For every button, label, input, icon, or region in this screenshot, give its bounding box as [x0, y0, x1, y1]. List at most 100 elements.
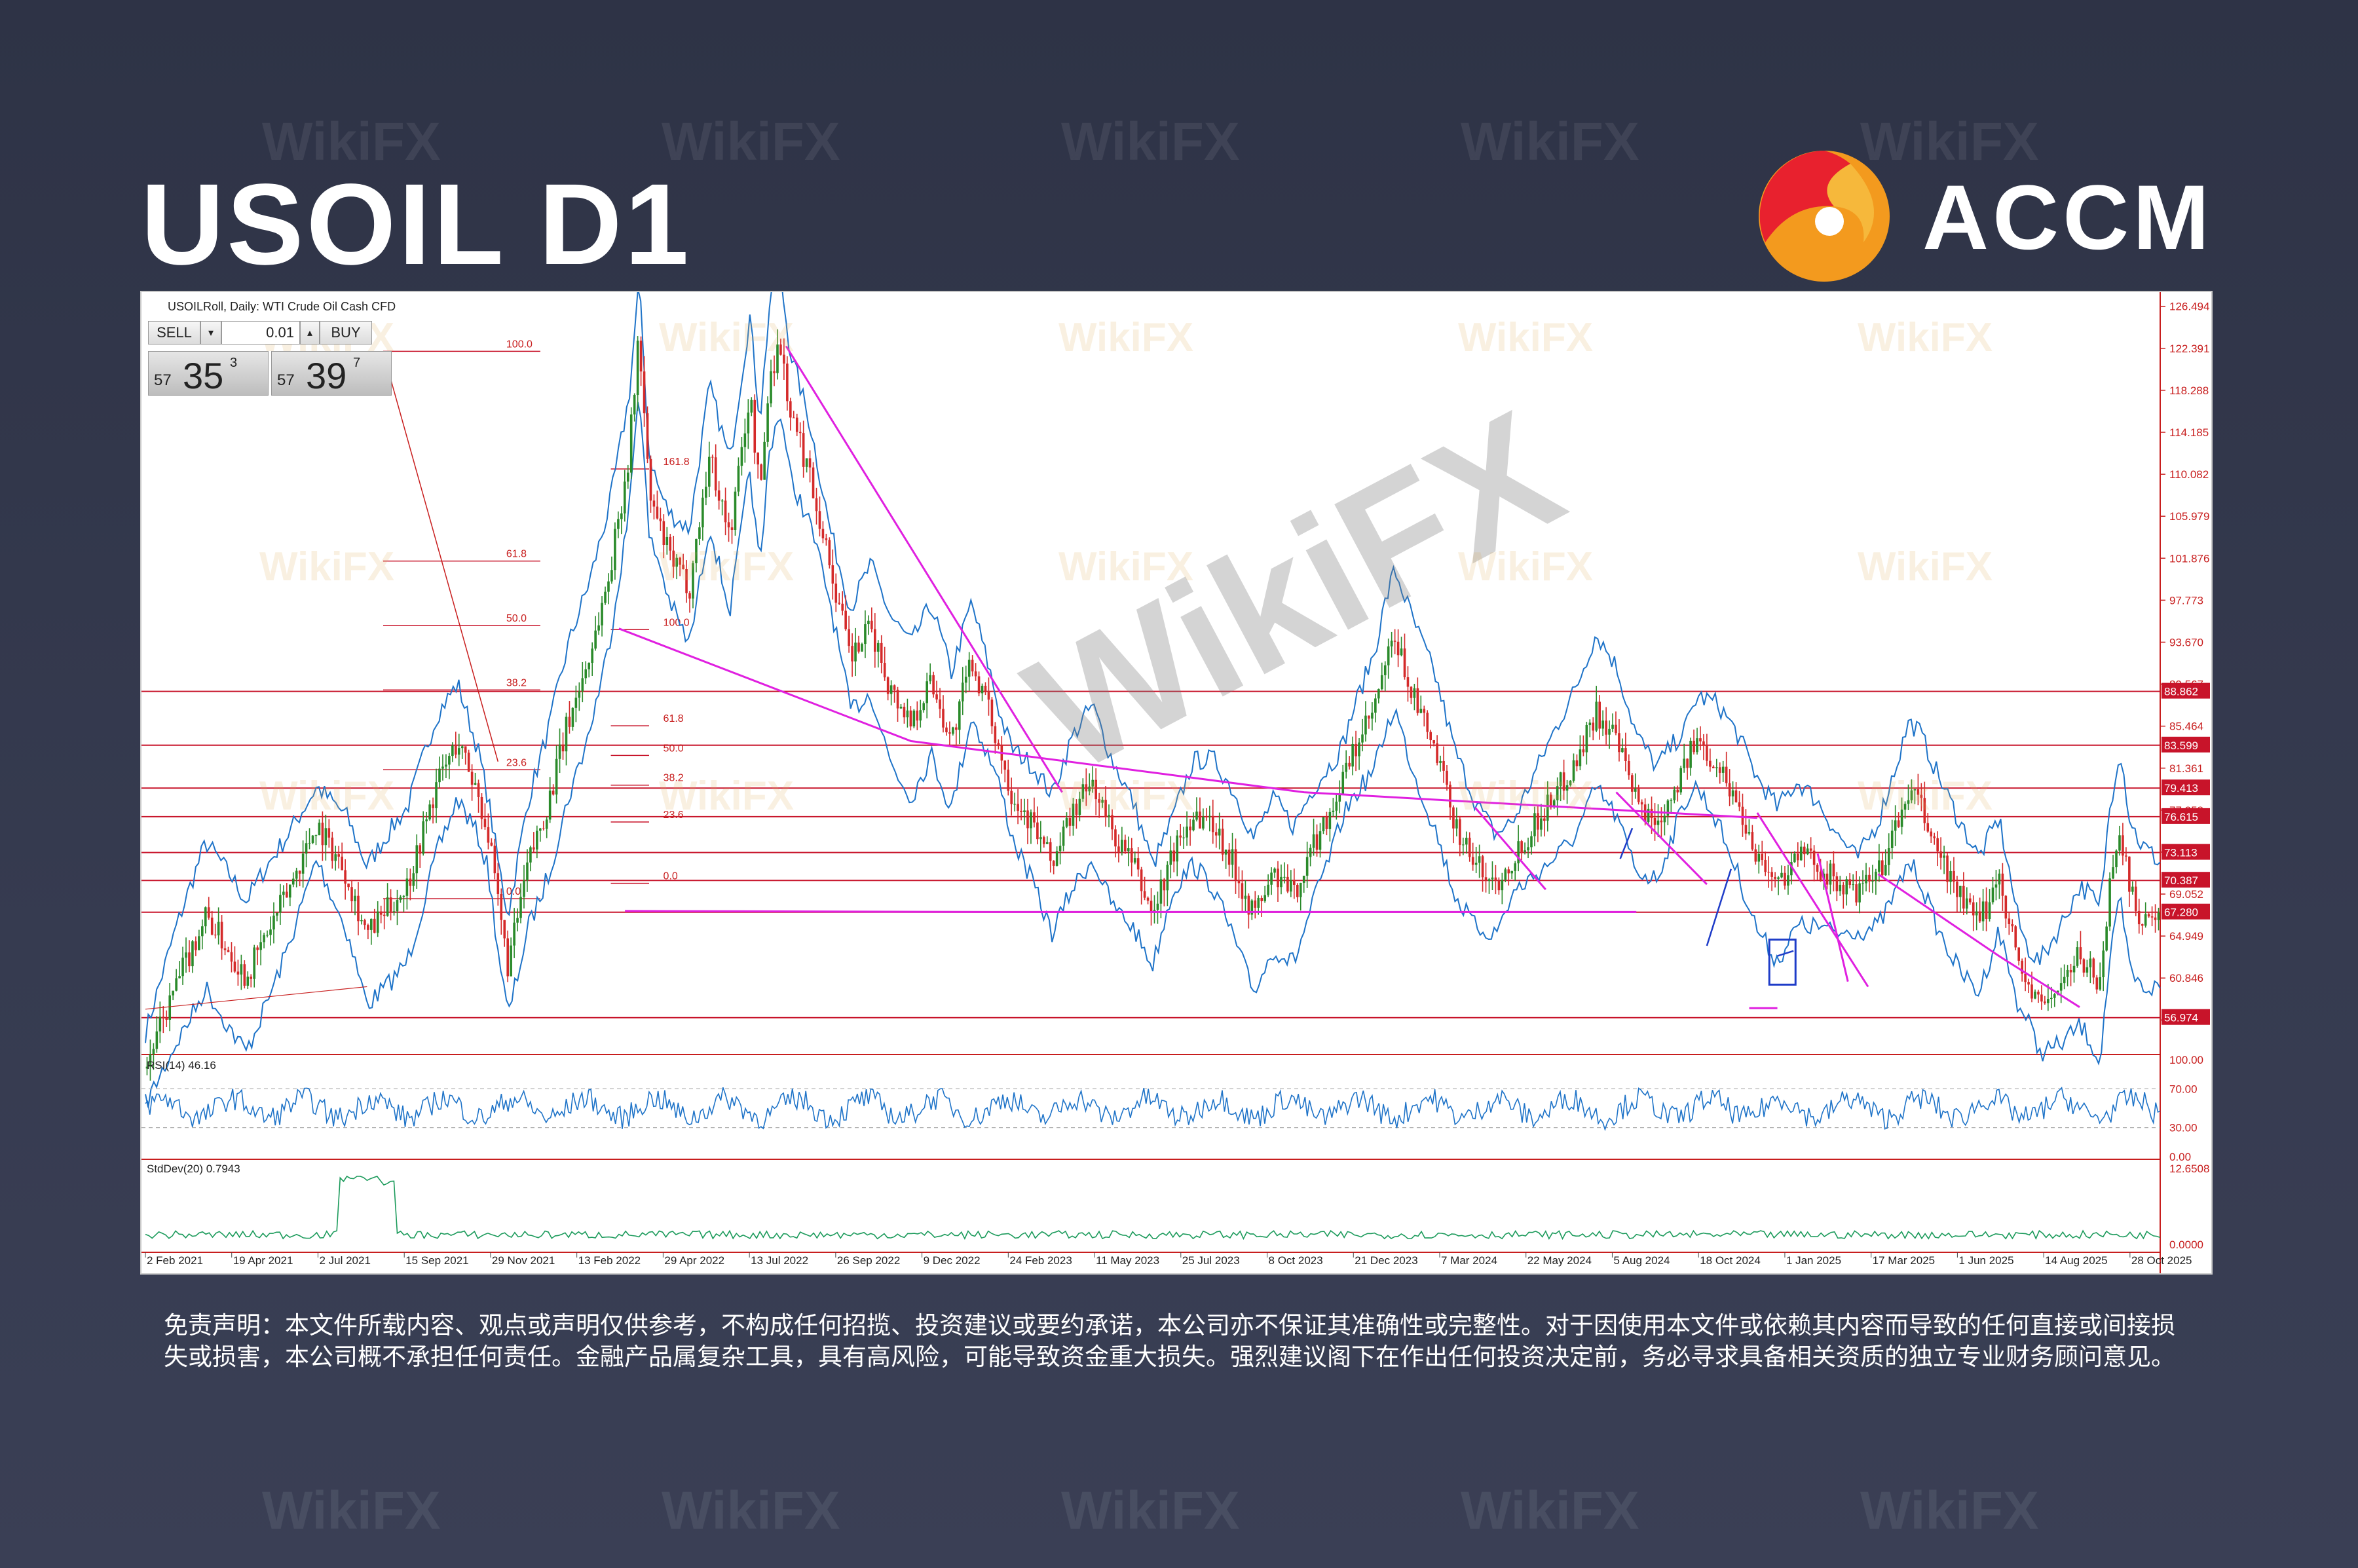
candle-body — [617, 519, 620, 529]
y-tick-label: 93.670 — [2169, 636, 2203, 648]
candle-body — [1510, 870, 1514, 874]
fibonacci-level-label: 38.2 — [506, 677, 527, 688]
candle-body — [168, 995, 172, 1020]
candle-body — [1432, 740, 1435, 743]
candle-body — [1309, 848, 1312, 857]
candle-body — [493, 846, 496, 874]
buy-button[interactable]: BUY — [320, 321, 372, 345]
candle-body — [1660, 820, 1663, 823]
candle-body — [223, 948, 227, 950]
candle-body — [311, 835, 314, 843]
candle-body — [1111, 815, 1114, 830]
candle-body — [1224, 849, 1227, 855]
candle-body — [276, 912, 278, 916]
candle-body — [2089, 958, 2092, 967]
candle-body — [1875, 871, 1877, 881]
candle-body — [1179, 835, 1182, 838]
level-price-tag — [2162, 844, 2210, 860]
candle-body — [510, 945, 512, 977]
candle-body — [2004, 895, 2008, 919]
candle-body — [1520, 841, 1523, 852]
candle-body — [1088, 786, 1091, 792]
candle-body — [1117, 846, 1120, 852]
candle-body — [685, 569, 688, 593]
candle-body — [269, 929, 272, 935]
candle-body — [987, 692, 990, 700]
candle-body — [1410, 686, 1413, 698]
candle-body — [1930, 831, 1933, 837]
candle-body — [1715, 767, 1718, 769]
sell-price-button[interactable]: 57 35 3 — [148, 351, 269, 396]
candle-body — [1114, 829, 1117, 847]
candle-body — [1575, 760, 1579, 766]
level-price-label: 70.387 — [2164, 874, 2198, 887]
y-tick-label: 110.082 — [2169, 468, 2209, 481]
candle-body — [1991, 887, 1994, 903]
candle-body — [1946, 855, 1949, 882]
candle-body — [402, 895, 405, 897]
candle-body — [519, 897, 522, 918]
candle-body — [1325, 817, 1328, 829]
candle-body — [1679, 768, 1683, 793]
candle-body — [662, 521, 665, 546]
level-price-tag — [2162, 903, 2210, 920]
rsi-tick-label: 70.00 — [2169, 1083, 2198, 1095]
candle-body — [1699, 738, 1702, 741]
candle-body — [490, 842, 493, 846]
candle-body — [929, 675, 931, 682]
candle-body — [1650, 808, 1653, 818]
candle-body — [734, 491, 737, 530]
candle-body — [1793, 853, 1796, 863]
volume-input[interactable]: 0.01 — [221, 321, 300, 345]
candle-body — [1108, 815, 1110, 817]
chart-watermark: WikiFX — [1058, 315, 1193, 360]
candle-body — [1423, 709, 1426, 713]
candle-body — [1897, 820, 1900, 827]
buy-price-button[interactable]: 57 39 7 — [271, 351, 392, 396]
candle-body — [409, 878, 412, 886]
candle-body — [1072, 803, 1075, 826]
candle-body — [1601, 720, 1604, 729]
candle-body — [1530, 836, 1533, 848]
candle-body — [376, 911, 379, 933]
volume-dropdown[interactable]: ▾ — [200, 321, 221, 345]
sell-button[interactable]: SELL — [148, 321, 200, 345]
candle-body — [373, 918, 376, 933]
candle-body — [740, 447, 743, 466]
chart-watermark: WikiFX — [259, 774, 394, 819]
candle-body — [1068, 818, 1072, 826]
candle-body — [1302, 876, 1305, 883]
accm-logo-icon — [1759, 151, 1890, 282]
fibonacci-level-label: 100.0 — [664, 617, 690, 628]
candle-body — [802, 433, 805, 467]
chart-watermark: WikiFX — [1000, 375, 1590, 809]
candle-body — [2122, 835, 2124, 856]
candle-body — [1943, 855, 1945, 858]
y-tick-label: 60.846 — [2169, 972, 2203, 984]
candle-body — [1962, 886, 1965, 909]
candle-body — [1348, 762, 1351, 767]
candle-body — [1172, 850, 1176, 862]
candle-body — [1290, 880, 1292, 892]
candle-body — [1146, 897, 1150, 901]
candle-body — [851, 646, 853, 662]
candle-body — [770, 371, 772, 403]
volume-up[interactable]: ▴ — [300, 321, 320, 345]
candle-body — [1923, 798, 1926, 823]
candle-body — [337, 854, 340, 857]
candle-body — [942, 709, 945, 728]
candle-body — [1917, 789, 1920, 795]
y-tick-label: 85.464 — [2169, 720, 2203, 733]
candle-body — [1267, 884, 1269, 895]
candle-body — [1608, 728, 1611, 735]
candle-body — [1442, 760, 1445, 771]
candle-body — [1881, 860, 1884, 876]
candle-body — [909, 710, 912, 727]
candle-body — [818, 511, 821, 529]
candle-body — [1143, 891, 1146, 898]
candle-body — [2076, 947, 2079, 966]
x-tick-label: 21 Dec 2023 — [1355, 1254, 1417, 1267]
candle-body — [828, 540, 831, 566]
chart-watermark: WikiFX — [1458, 774, 1593, 819]
y-tick-label: 122.391 — [2169, 343, 2209, 355]
